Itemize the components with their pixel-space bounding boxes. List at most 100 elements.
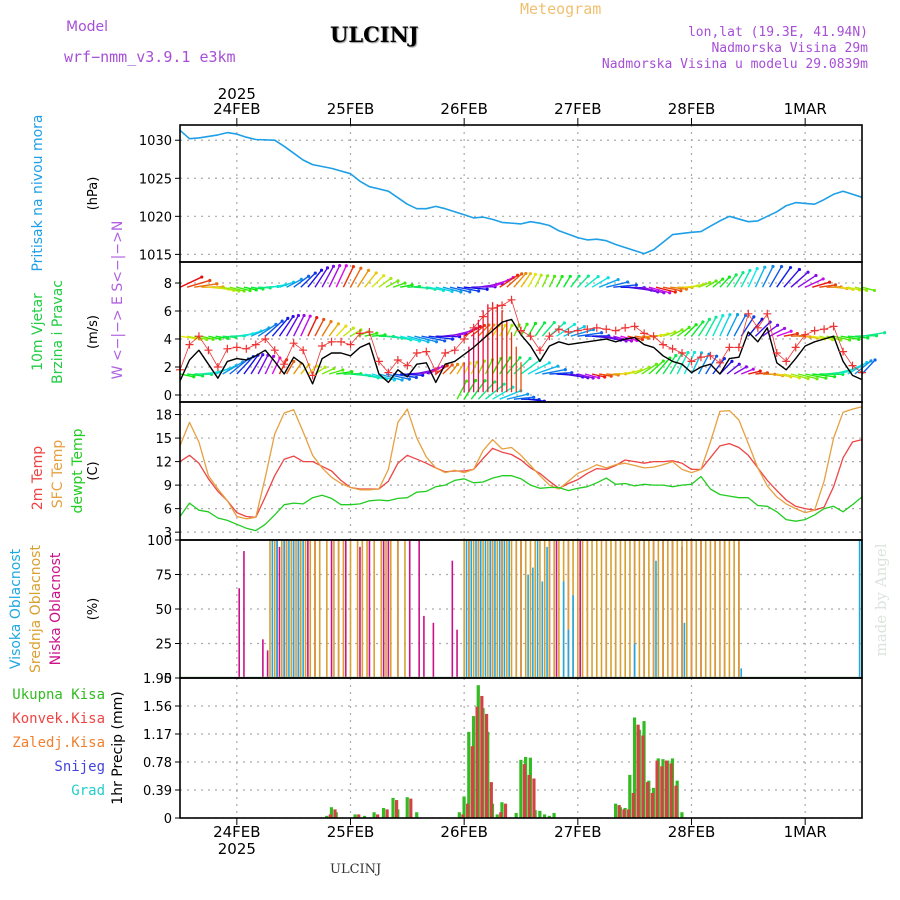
precip-y-tick-label: 1.95 [143,672,172,687]
wind-arrow-head [546,274,550,278]
wind-arrow [528,398,545,402]
wind-arrow-head [782,326,787,331]
wind-arrow [606,373,619,376]
temperature-unit-label: (C) [86,461,101,480]
wind-arrow [861,332,885,337]
wind-arrow [698,281,710,288]
precip-bar-convective [669,763,673,818]
precip-bar-total [329,807,334,818]
wind-arrow [484,359,494,375]
precip-legend-item: Grad [71,783,105,799]
precip-bar-total [500,802,504,818]
wind-arrow-head [532,395,536,399]
wind-compass-label: W <−|−> E S<−|−>N [110,221,126,380]
wind-arrow [499,390,522,400]
wind-arrow [563,275,571,288]
wind-arrow [783,268,800,288]
wind-arrow [570,328,594,337]
wind-arrow [328,369,343,375]
wind-arrow [747,268,758,288]
wind-arrow [712,315,724,337]
wind-arrow-head [520,272,524,276]
bottom-year-label: 2025 [218,840,256,858]
wind-arrow-head [744,365,748,369]
wind-arrow-head [815,377,819,381]
wind-arrow [627,369,642,375]
wind-arrow [506,325,513,337]
wind-arrow-head [329,319,333,324]
precip-bar-total [614,803,618,818]
precip-bar-total [680,812,684,818]
wind-arrow-head [872,288,876,293]
wind-arrow [549,372,572,375]
wind-axis-title-1-group: 10m Vjetar [30,293,46,371]
wind-arrow-head [795,332,799,336]
wind-arrow-head [827,280,832,284]
wind-arrow-head [396,279,400,283]
wind-unit-group: (m/s) [86,315,101,349]
precip-bar-convective [522,764,527,818]
wind-arrow [385,280,399,288]
wind-arrow [271,317,289,337]
wind-arrow-head [727,275,731,279]
precip-bar-convective [499,812,503,818]
wind-arrow [520,359,541,375]
wind-axis-title-1: 10m Vjetar [30,293,46,371]
temperature-y-tick-label: 6 [164,503,172,518]
wind-arrow-head [503,323,507,328]
wind-arrow-head [323,365,327,369]
wind-arrow-head [568,274,572,278]
precip-bar-total [381,807,386,818]
wind-arrow [606,281,628,288]
bottom-day-label: 1MAR [784,823,827,841]
wind-arrow-head [741,271,745,275]
wind-arrow [698,319,711,337]
cloud-axis-title-low: Niska Oblacnost [48,552,64,665]
precip-bar-convective [480,695,484,818]
wind-arrow-head [591,376,595,380]
top-day-label: 26FEB [440,100,487,118]
bottom-day-label: 27FEB [554,823,601,841]
pressure-axis-title-group: Pritisak na nivou mora [30,114,46,271]
wind-arrow-head [400,378,404,382]
precip-bar-convective [461,814,465,818]
wind-arrow-head [814,273,818,278]
top-day-label: 1MAR [784,100,827,118]
chart-type-title: Meteogram [520,0,602,18]
wind-arrow [541,275,549,288]
wind-arrow [542,368,566,375]
wind-arrow [300,272,316,288]
temp-axis-title-dewpt-group: dewpt Temp [70,428,86,513]
precip-bar-total [457,812,461,818]
wind-arrow [754,321,771,337]
wind-arrow-head [572,322,577,326]
wind-arrow [527,362,550,375]
wind-arrow-head [596,274,600,279]
wind-arrow-head [426,340,430,344]
wind-arrow-head [322,317,326,322]
wind-arrow [492,276,514,288]
wind-arrow-head [350,370,354,374]
wind-arrow [285,361,295,375]
precip-bar-total [538,810,542,818]
wind-arrow-head [857,337,861,341]
bottom-day-label: 28FEB [668,823,715,841]
wind-arrow-head [205,337,209,342]
wind-arrow [854,286,867,292]
wind-arrow [513,396,534,400]
wind-arrow [534,365,559,375]
wind-arrow [705,316,717,337]
precip-bar-total [495,814,499,818]
wind-arrow [812,373,835,378]
wind-arrow-head [375,331,379,335]
wind-arrow-head [821,277,825,281]
precip-bar-convective [328,814,332,818]
wind-arrow [492,386,514,400]
wind-axis-title-2: Brzina i Pravac [50,280,66,384]
clouds-y-tick-label: 50 [155,603,172,618]
wind-compass-label-group: W <−|−> E S<−|−>N [110,221,126,380]
model-name: wrf−nmm_v3.9.1 e3km [64,48,236,66]
wind-arrow-head [450,337,455,341]
wind-arrow-head [839,338,843,342]
wind-arrow-head [776,323,780,327]
